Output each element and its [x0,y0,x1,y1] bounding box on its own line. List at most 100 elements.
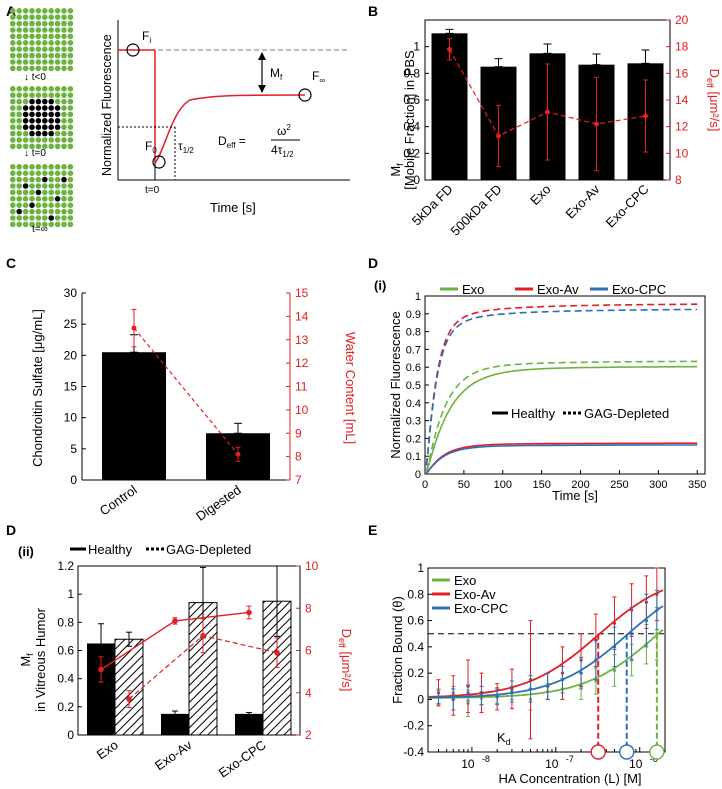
grid-0-molecule [35,8,42,14]
panel-d-ii-bar-healthy [161,713,189,735]
grid-1-molecule [42,124,48,130]
grid-1-molecule [29,137,35,143]
panel-b-deff-point [496,133,501,139]
panel-b-ytick-label: 1 [413,40,420,54]
panel-e-ytick-label: 0.4 [407,640,424,654]
panel-e-frame [427,567,666,753]
grid-2-molecule [54,183,61,189]
grid-0-molecule [35,27,42,33]
grid-2-molecule [16,164,23,170]
panel-d-i-sublabel: (i) [374,278,386,293]
grid-0-molecule [48,8,54,14]
grid-2-molecule [35,215,42,221]
grid-2-molecule [54,176,61,183]
panel-e-legend-label: Exo-CPC [454,601,508,616]
grid-2-molecule [48,183,54,189]
panel-c-ytick-label: 5 [70,442,77,456]
grid-1-molecule [48,130,54,137]
panel-e-exo-av-fit [427,589,664,698]
grid-1-molecule [35,86,42,92]
grid-0-molecule [16,65,23,72]
grid-1-molecule [54,86,61,92]
grid-0-molecule [16,27,23,33]
grid-0-molecule [48,59,54,65]
grid-1-molecule [67,111,74,118]
grid-1-molecule [22,143,29,150]
grid-2-molecule [22,208,29,215]
grid-0-molecule [54,46,61,52]
grid-0-molecule [42,46,48,52]
grid-0-molecule [29,27,35,33]
grid-2-molecule [61,164,67,170]
panel-e-exo-cpc-point [451,697,455,702]
panel-d-ii-ytick-label: 0.6 [57,644,74,658]
grid-0-molecule [22,27,29,33]
grid-2-molecule [67,196,74,202]
grid-2-molecule [10,170,16,176]
grid-2-molecule [42,183,48,189]
panel-b-deff-point [447,46,452,52]
grid-1-molecule [22,105,29,111]
grid-0-molecule [35,20,42,27]
grid-0-molecule [48,33,54,40]
grid-1-molecule [29,118,35,124]
grid-1-molecule [67,124,74,130]
grid-1-molecule [10,130,16,137]
grid-2-molecule [22,215,29,221]
panel-c-water-line [133,327,239,455]
equation-denominator: 4τ1/2 [271,143,294,159]
grid-1-molecule [10,105,16,111]
panel-e-legend-label: Exo [454,573,476,588]
grid-1-molecule [48,111,54,118]
panel-e-kd-marker-circle [619,744,635,760]
grid-0-molecule [10,14,16,20]
grid-0-molecule [42,33,48,40]
grid-1-molecule [10,143,16,150]
grid-0-molecule [42,14,48,20]
panel-d-i-legend2-label: GAG-Depleted [584,406,669,421]
grid-2-molecule [10,183,16,189]
panel-b-y2label: Deff [μm²/s] [705,69,722,132]
panel-e-letter: E [368,522,377,538]
panel-d-ii-ytick-label: 0.2 [57,700,74,714]
grid-0-molecule [54,33,61,40]
grid-1-molecule [61,137,67,143]
grid-1-molecule [16,137,23,143]
panel-d-i-curve-exo-av-dashed [425,303,698,466]
grid-1-molecule [16,124,23,130]
grid-1-molecule [10,111,16,118]
panel-d-i-legend-label: Exo [462,282,484,297]
panel-b-y2tick-label: 16 [675,66,689,80]
panel-d-i-ytick-label: 0.2 [406,433,421,445]
panel-b-y2tick-label: 20 [675,13,689,27]
grid-0-molecule [42,59,48,65]
panel-d-i-ytick-label: 0.3 [406,416,421,428]
panel-b-y2tick-label: 10 [675,146,689,160]
grid-1-molecule [29,86,35,92]
grid-0-molecule [48,14,54,20]
time-axis-label: Time [s] [210,200,256,215]
grid-2-molecule [61,221,67,228]
panel-d-letter: D [368,255,378,271]
grid-1-molecule [42,105,48,111]
grid-1-molecule [22,124,29,130]
panel-e-exo-cpc-fit [427,605,664,699]
grid-2-molecule [54,208,61,215]
grid-2-molecule [29,189,35,196]
grid-1-molecule [48,92,54,98]
panel-e-ytick-label: -0.2 [403,719,424,733]
panel-e-ytick-label: 0.8 [407,587,424,601]
grid-1-molecule [67,98,74,105]
grid-2-molecule [16,208,23,215]
panel-b-y2tick-label: 12 [675,120,689,134]
grid-0-molecule [10,65,16,72]
grid-1-molecule [54,105,61,111]
panel-d-i-xtick-label: 100 [494,479,512,491]
grid-0-molecule [61,33,67,40]
panel-d-i-curve-exo-dashed [425,360,698,471]
grid-2-molecule [35,176,42,183]
grid-2-molecule [22,196,29,202]
panel-e-exo-cpc-point [579,671,583,675]
grid-0-molecule [61,59,67,65]
